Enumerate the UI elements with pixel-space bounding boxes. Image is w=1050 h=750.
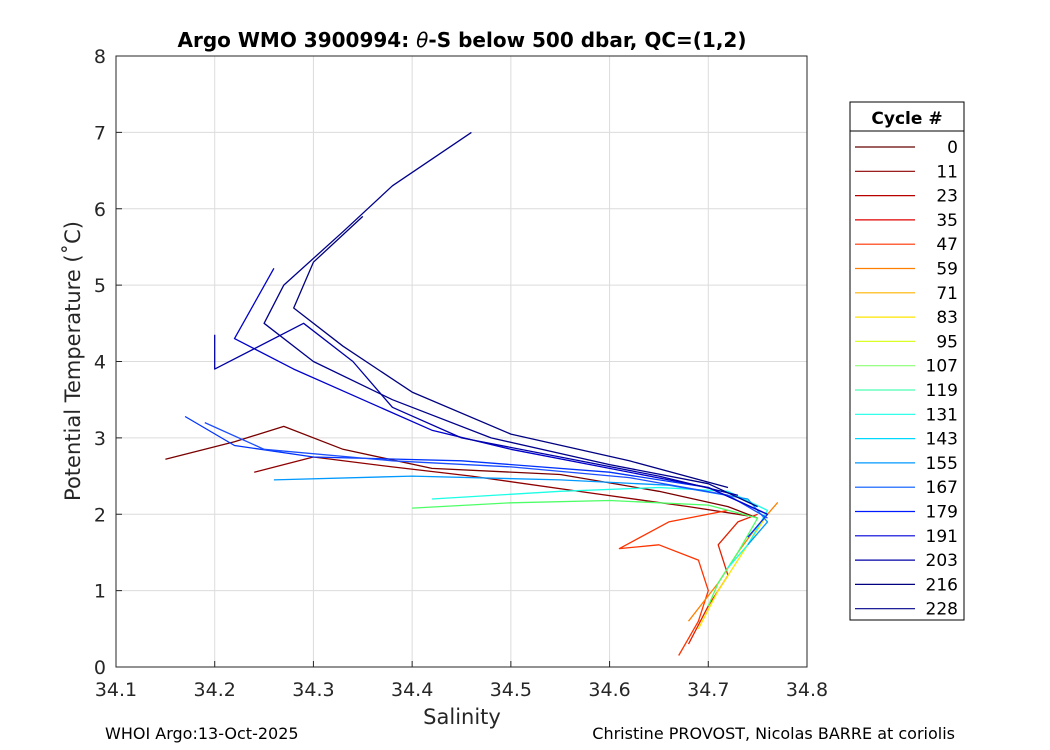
legend-label: 167 <box>926 478 958 498</box>
legend-title: Cycle # <box>871 109 942 129</box>
legend-entries: 0 11 23 35 47 59 71 83 95 107 119 131 143 155 167 179 19… <box>855 138 958 620</box>
legend-label: 203 <box>926 551 958 571</box>
legend-label: 155 <box>926 454 958 474</box>
legend-label: 95 <box>936 332 958 352</box>
series-line <box>204 422 768 519</box>
y-tick-label: 8 <box>94 46 106 68</box>
y-axis-label: Potential Temperature (˚C) <box>61 221 85 501</box>
legend-label: 11 <box>936 162 958 182</box>
x-tick-label: 34.3 <box>292 679 334 701</box>
y-tick-label: 2 <box>94 504 106 526</box>
x-tick-label: 34.5 <box>490 679 532 701</box>
series-line <box>687 502 779 622</box>
y-tick-label: 3 <box>94 428 106 450</box>
legend-label: 0 <box>947 138 958 158</box>
legend: Cycle # 0 11 23 35 47 59 71 83 95 107 119 131 143 155… <box>849 101 965 621</box>
legend-label: 23 <box>936 187 958 207</box>
series-line <box>293 215 729 489</box>
chart-title: Argo WMO 3900994: θ-S below 500 dbar, QC… <box>178 28 747 52</box>
series-line <box>233 267 768 515</box>
legend-label: 191 <box>926 527 958 547</box>
series-line <box>431 486 769 569</box>
legend-label: 216 <box>926 575 958 595</box>
y-tick-label: 4 <box>94 352 106 374</box>
x-tick-label: 34.7 <box>687 679 729 701</box>
series-line <box>214 322 739 496</box>
legend-label: 119 <box>926 381 958 401</box>
legend-label: 47 <box>936 235 958 255</box>
x-tick-label: 34.4 <box>391 679 433 701</box>
series-line <box>697 513 769 630</box>
legend-box <box>849 101 965 621</box>
legend-label: 131 <box>926 405 958 425</box>
footer-source: WHOI Argo:13-Oct-2025 <box>105 724 299 743</box>
legend-label: 59 <box>936 260 958 280</box>
x-tick-label: 34.2 <box>194 679 236 701</box>
legend-label: 35 <box>936 211 958 231</box>
profile-curves <box>165 131 779 656</box>
series-line <box>165 425 758 519</box>
series-line <box>412 499 759 607</box>
y-tick-label: 0 <box>94 657 106 679</box>
y-tick-label: 5 <box>94 275 106 297</box>
x-tick-label: 34.6 <box>588 679 630 701</box>
legend-label: 143 <box>926 430 958 450</box>
x-axis: 34.1 34.2 34.3 34.4 34.5 34.6 34.7 34.8 <box>95 661 828 701</box>
series-line <box>273 475 769 546</box>
y-tick-label: 7 <box>94 122 106 144</box>
legend-label: 228 <box>926 600 958 620</box>
x-tick-label: 34.8 <box>786 679 828 701</box>
footer-credits: Christine PROVOST, Nicolas BARRE at cori… <box>592 724 955 743</box>
y-tick-label: 6 <box>94 199 106 221</box>
x-tick-label: 34.1 <box>95 679 137 701</box>
legend-label: 179 <box>926 503 958 523</box>
legend-label: 71 <box>936 284 958 304</box>
legend-label: 107 <box>926 357 958 377</box>
y-axis: 0 1 2 3 4 5 6 7 8 <box>94 46 122 679</box>
y-tick-label: 1 <box>94 581 106 603</box>
legend-label: 83 <box>936 308 958 328</box>
series-line <box>687 513 758 645</box>
series-line <box>618 509 729 656</box>
series-line <box>263 131 758 508</box>
x-axis-label: Salinity <box>423 705 501 729</box>
